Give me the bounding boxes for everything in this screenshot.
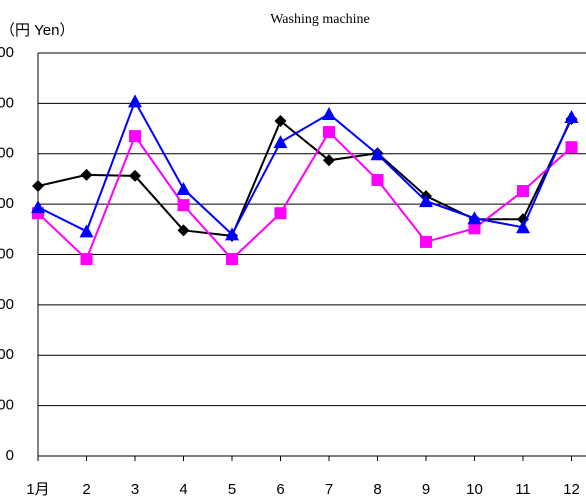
marker [32,179,44,192]
marker [80,253,93,266]
y-tick-label: 100 [0,397,14,414]
y-tick-label: 600 [0,145,14,162]
marker [79,224,94,238]
y-tick-label: 0 [6,447,14,464]
marker [323,126,335,139]
marker [323,154,335,167]
series-line [37,98,573,236]
marker [322,106,336,120]
marker [80,168,93,181]
x-tick-label: 7 [325,481,333,498]
y-axis-label: （円 Yen） [0,22,74,39]
marker [226,253,238,266]
x-tick-label: 3 [131,481,139,498]
marker [468,222,481,235]
marker [564,109,579,123]
y-tick-label: 200 [0,346,14,363]
y-tick-label: 300 [0,296,14,313]
x-tick-label: 1月 [26,481,49,498]
marker [225,227,239,241]
marker [516,220,530,234]
marker [176,182,191,196]
y-tick-label: 700 [0,94,14,111]
x-tick-label: 6 [276,481,284,498]
marker [31,200,45,214]
y-tick-label: 400 [0,245,14,262]
y-tick-label: 500 [0,195,14,212]
marker [420,235,432,248]
chart-title: Washing machine [270,12,370,27]
y-tick-label: 800 [0,44,14,61]
marker [177,199,190,212]
marker [565,141,578,154]
marker [273,135,288,149]
marker [370,147,385,161]
x-tick-label: 2 [82,481,90,498]
x-tick-label: 9 [422,481,430,498]
marker [129,169,141,182]
marker [517,185,529,198]
marker [274,207,287,220]
marker [274,115,287,128]
marker [177,224,190,237]
marker [371,173,384,186]
x-tick-label: 12 [563,481,580,498]
marker [419,194,433,208]
marker [129,130,141,143]
x-tick-label: 5 [228,481,236,498]
x-tick-label: 8 [373,481,381,498]
x-tick-label: 11 [515,481,531,498]
series-line [37,130,573,261]
marker [467,211,482,225]
marker [128,94,142,108]
x-tick-label: 10 [466,481,483,498]
x-tick-label: 4 [179,481,187,498]
